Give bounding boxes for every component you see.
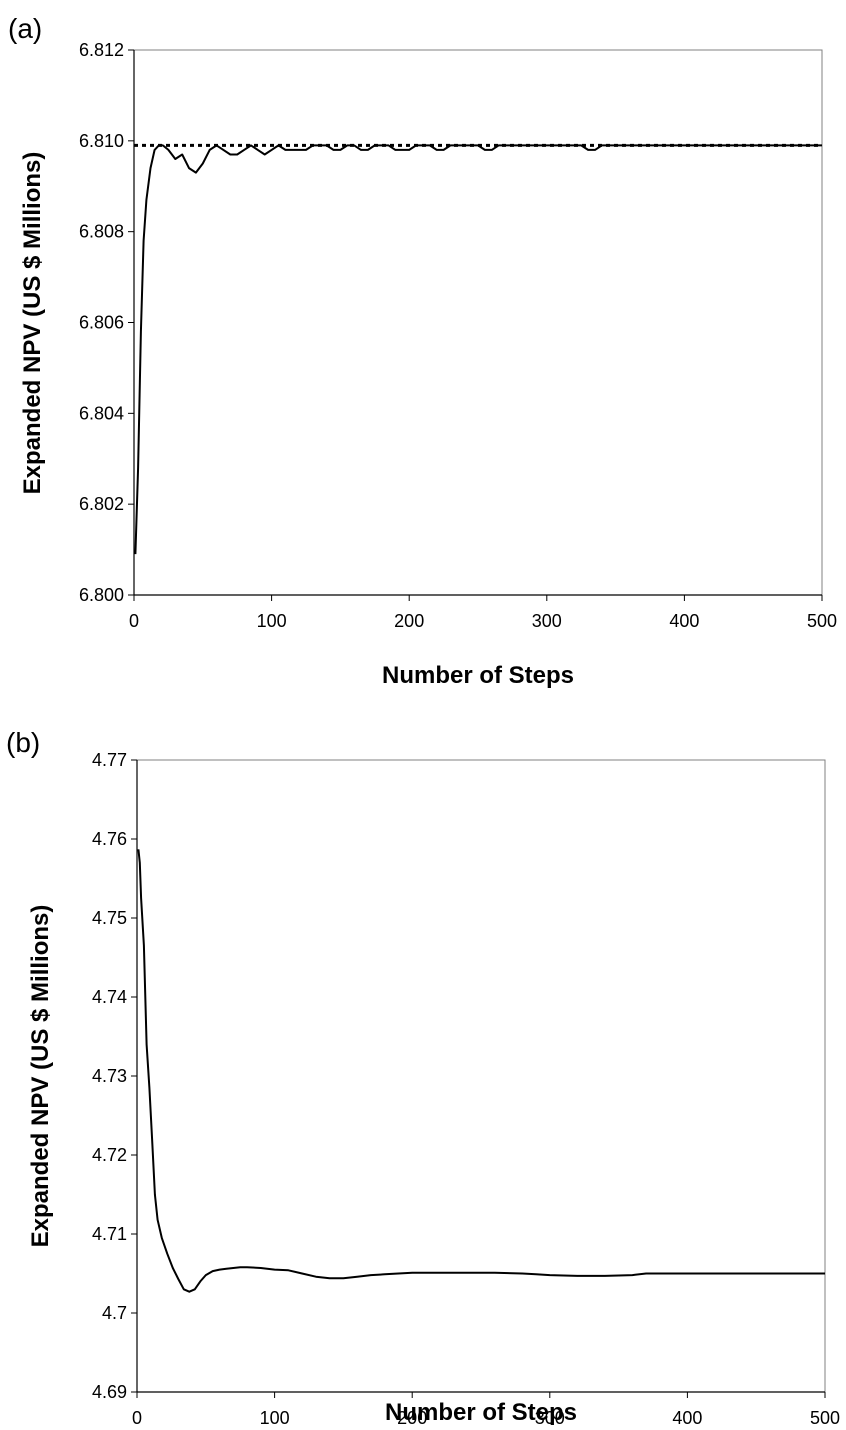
series-line (137, 849, 825, 1293)
x-tick-label: 400 (669, 611, 699, 631)
panel-label-b: (b) (6, 727, 40, 758)
plot-area-b (136, 759, 826, 1393)
panel-label-a: (a) (8, 13, 42, 44)
y-tick-label: 4.7 (102, 1303, 127, 1323)
y-tick-label: 6.808 (79, 222, 124, 242)
chart-panel-b: (b) 4.69 4.7 4.71 4.72 4.73 4.74 4.75 4.76 4.77 0… (6, 727, 840, 1428)
chart-panel-a: (a) 6.800 6.802 6.804 6.806 6.808 6.810 6.812 0… (8, 13, 837, 689)
series-lines-b (137, 849, 825, 1293)
y-tick-label: 6.806 (79, 313, 124, 333)
x-tick-label: 0 (129, 611, 139, 631)
x-tick-label: 200 (394, 611, 424, 631)
axis-ticks-a: 6.800 6.802 6.804 6.806 6.808 6.810 6.812 0 100 2… (79, 40, 837, 631)
y-tick-label: 4.77 (92, 750, 127, 770)
x-tick-label: 500 (807, 611, 837, 631)
y-tick-label: 4.76 (92, 829, 127, 849)
x-tick-label: 0 (132, 1408, 142, 1428)
series-line (134, 144, 822, 555)
y-tick-label: 6.812 (79, 40, 124, 60)
x-tick-label: 100 (260, 1408, 290, 1428)
y-tick-label: 4.71 (92, 1224, 127, 1244)
y-tick-label: 4.73 (92, 1066, 127, 1086)
x-tick-label: 200 (397, 1408, 427, 1428)
y-tick-label: 6.804 (79, 403, 124, 423)
x-tick-label: 300 (532, 611, 562, 631)
x-tick-label: 400 (672, 1408, 702, 1428)
y-tick-label: 6.800 (79, 585, 124, 605)
y-axis-title-a: Expanded NPV (US $ Millions) (19, 152, 46, 495)
y-axis-title-b: Expanded NPV (US $ Millions) (27, 905, 54, 1248)
y-tick-label: 4.74 (92, 987, 127, 1007)
y-tick-label: 6.810 (79, 131, 124, 151)
y-tick-label: 4.69 (92, 1382, 127, 1402)
x-axis-title-a: Number of Steps (382, 662, 574, 689)
y-tick-label: 6.802 (79, 494, 124, 514)
plot-area-a (133, 49, 823, 596)
x-axis-title-b: Number of Steps (385, 1399, 577, 1426)
series-lines-a (134, 144, 822, 555)
x-tick-label: 100 (257, 611, 287, 631)
x-tick-label: 300 (535, 1408, 565, 1428)
x-tick-label: 500 (810, 1408, 840, 1428)
y-tick-label: 4.72 (92, 1145, 127, 1165)
axis-ticks-b: 4.69 4.7 4.71 4.72 4.73 4.74 4.75 4.76 4.77 0 100 2… (92, 750, 840, 1428)
y-tick-label: 4.75 (92, 908, 127, 928)
